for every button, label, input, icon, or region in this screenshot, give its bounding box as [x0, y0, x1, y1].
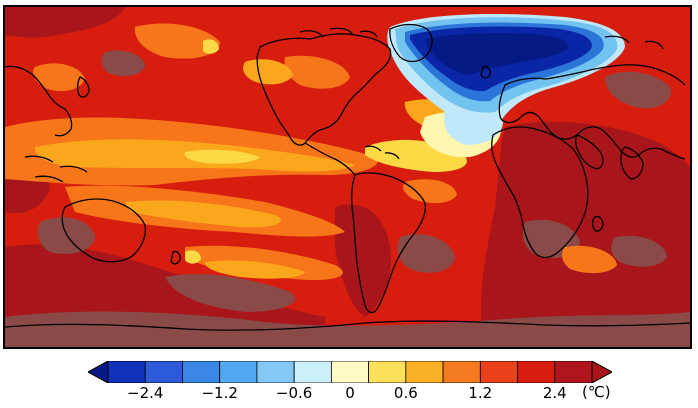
- colorbar-tick-label: −1.2: [201, 384, 238, 402]
- outline-north-america: [256, 33, 392, 146]
- colorbar-level: [479, 361, 518, 383]
- outline-arctic-islands: [299, 27, 664, 50]
- colorbar-level: [368, 361, 407, 383]
- outline-madagascar: [591, 215, 604, 232]
- colorbar-level: [107, 361, 146, 383]
- colorbar-level: [219, 361, 258, 383]
- colorbar-end-high: [591, 361, 612, 383]
- outline-caribbean: [364, 145, 400, 160]
- colorbar-tick-label: 0.6: [393, 384, 418, 402]
- outline-new-zealand: [170, 250, 181, 265]
- outline-south-america: [351, 172, 426, 314]
- colorbar-tick-label: 2.4: [542, 384, 567, 402]
- colorbar-level: [517, 361, 556, 383]
- outline-japan: [76, 76, 90, 98]
- colorbar-level: [144, 361, 183, 383]
- colorbar-level: [293, 361, 332, 383]
- colorbar-tick-label: −2.4: [127, 384, 164, 402]
- map-frame: [3, 5, 692, 349]
- colorbar-level: [256, 361, 295, 383]
- colorbar-level: [442, 361, 481, 383]
- anomaly-muted-patches: [5, 50, 690, 347]
- colorbar-tick-label: −0.6: [275, 384, 313, 402]
- continent-outlines: [5, 23, 690, 331]
- outline-central-america: [304, 142, 356, 176]
- outline-arabia: [575, 134, 604, 170]
- outline-greenland: [389, 23, 433, 63]
- colorbar-level: [554, 361, 593, 383]
- colorbar-level: [330, 361, 370, 383]
- colorbar-tick-label: 0: [345, 384, 355, 402]
- outline-australia: [61, 198, 147, 263]
- colorbar-unit: (℃): [582, 383, 611, 401]
- outline-india: [620, 146, 644, 180]
- temperature-anomaly-map: [5, 7, 690, 347]
- colorbar-end-low: [88, 361, 109, 383]
- outline-eurasia: [498, 64, 686, 160]
- outline-africa: [491, 126, 589, 259]
- outline-east-asia: [5, 65, 73, 137]
- colorbar-tick-label: 1.2: [468, 384, 493, 402]
- colorbar-levels: [107, 361, 593, 383]
- colorbar: [88, 361, 612, 383]
- colorbar-level: [182, 361, 221, 383]
- colorbar-level: [405, 361, 444, 383]
- anomaly-cold-region: [395, 17, 618, 113]
- outline-indonesia: [24, 155, 88, 183]
- outline-antarctica: [5, 320, 690, 331]
- outline-british-isles: [480, 65, 491, 79]
